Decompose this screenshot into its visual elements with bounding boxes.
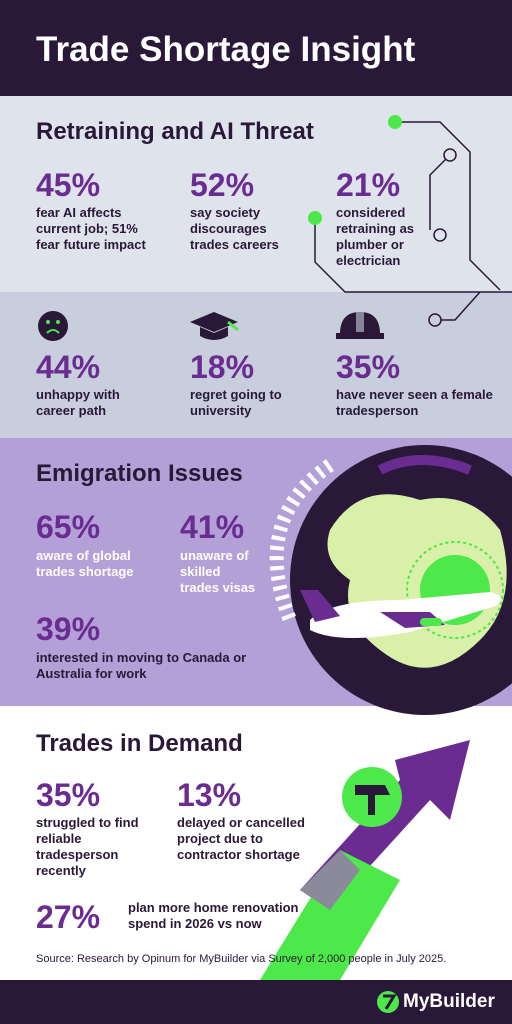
stat-value: 52% xyxy=(190,167,255,203)
stat-value: 39% xyxy=(36,611,101,647)
source: Source: Research by Opinum for MyBuilder… xyxy=(36,953,447,965)
title: Trade Shortage Insight xyxy=(36,30,416,69)
stat-value: 35% xyxy=(336,349,401,385)
stat-text: regret going to university xyxy=(190,387,282,418)
stat-value: 45% xyxy=(36,167,101,203)
stat-text: interested in moving to Canada or Austra… xyxy=(36,650,247,681)
stat-text: aware of global trades shortage xyxy=(36,548,134,579)
heading: Emigration Issues xyxy=(36,460,243,487)
stat-text: struggled to find reliable tradesperson … xyxy=(36,815,139,878)
stat-text: unaware of skilled trades visas xyxy=(180,548,256,595)
stat-value: 18% xyxy=(190,349,255,385)
stat-text: have never seen a female tradesperson xyxy=(336,387,493,418)
stat-text: say society discourages trades careers xyxy=(190,205,279,252)
heading: Trades in Demand xyxy=(36,730,243,757)
logo: MyBuilder xyxy=(403,991,495,1012)
stat-text: plan more home renovation spend in 2026 … xyxy=(128,900,299,931)
footer xyxy=(0,980,512,1024)
stat-value: 44% xyxy=(36,349,101,385)
section-bg xyxy=(0,96,512,292)
stat-value: 21% xyxy=(336,167,401,203)
heading: Retraining and AI Threat xyxy=(36,118,314,145)
stat-value: 13% xyxy=(177,777,242,813)
stat-value: 65% xyxy=(36,509,101,545)
header xyxy=(0,0,512,96)
stat-value: 27% xyxy=(36,899,101,935)
stat-text: unhappy with career path xyxy=(36,387,120,418)
stat-value: 35% xyxy=(36,777,101,813)
stat-text: delayed or cancelled project due to cont… xyxy=(177,815,305,862)
section-bg xyxy=(0,292,512,438)
stat-text: considered retraining as plumber or elec… xyxy=(336,205,415,268)
stat-value: 41% xyxy=(180,509,245,545)
stat-text: fear AI affects current job; 51% fear fu… xyxy=(36,205,146,252)
